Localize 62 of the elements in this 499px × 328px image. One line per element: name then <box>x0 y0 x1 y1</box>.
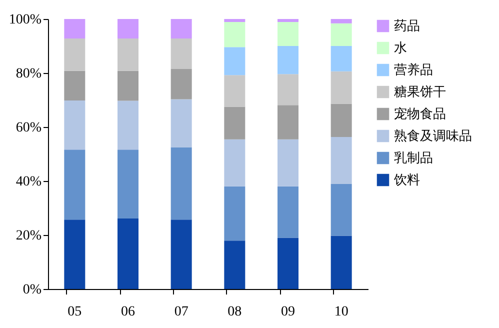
bar <box>330 136 352 184</box>
bar <box>118 70 138 101</box>
bar <box>278 46 298 74</box>
bar <box>170 220 192 289</box>
bar <box>64 70 86 101</box>
y-tick-label: 100% <box>8 12 42 28</box>
bar <box>170 99 192 148</box>
bar <box>64 150 86 220</box>
bar <box>64 19 86 38</box>
bar <box>118 100 138 150</box>
bar <box>278 105 298 140</box>
y-tick-label: 80% <box>16 66 42 82</box>
y-tick-label: 0% <box>22 282 42 298</box>
legend-label: 宠物食品 <box>394 106 446 121</box>
bar <box>330 23 352 46</box>
bar <box>278 19 298 22</box>
legend-label: 营养品 <box>394 62 433 77</box>
y-tick-label: 60% <box>16 120 42 136</box>
bar <box>278 186 298 238</box>
bar <box>64 38 86 71</box>
bar <box>278 139 298 186</box>
bar <box>278 74 298 106</box>
bar <box>330 236 352 289</box>
bar <box>118 150 138 219</box>
bar <box>224 240 246 289</box>
bar <box>224 186 246 241</box>
bar <box>118 218 138 289</box>
bar <box>118 19 138 38</box>
y-tick-label: 20% <box>16 228 42 244</box>
bar <box>170 68 192 100</box>
x-tick-label: 10 <box>334 304 348 320</box>
bar <box>224 139 246 186</box>
legend-label: 水 <box>394 40 407 55</box>
bar <box>118 38 138 71</box>
bar <box>278 238 298 289</box>
bar <box>330 104 352 137</box>
y-tick-label: 40% <box>16 174 42 190</box>
legend-label: 药品 <box>394 18 420 33</box>
x-tick-label: 05 <box>68 304 82 320</box>
bar <box>224 106 246 140</box>
legend-label: 乳制品 <box>394 150 433 165</box>
bar <box>224 22 246 48</box>
x-tick-label: 08 <box>228 304 242 320</box>
bar <box>278 22 298 46</box>
x-tick-label: 06 <box>121 304 135 320</box>
bar <box>170 147 192 220</box>
x-tick-label: 09 <box>281 304 295 320</box>
bar <box>330 19 352 24</box>
bar <box>330 71 352 104</box>
bar <box>224 19 246 22</box>
legend-label: 糖果饼干 <box>394 84 446 99</box>
bar <box>330 46 352 72</box>
x-tick-label: 07 <box>174 304 188 320</box>
bar <box>170 38 192 69</box>
bar <box>330 184 352 236</box>
bar <box>64 220 86 289</box>
bar <box>224 75 246 107</box>
legend-label: 饮料 <box>393 172 420 187</box>
legend-label: 熟食及调味品 <box>394 128 472 143</box>
bar <box>64 100 86 150</box>
bar <box>170 19 192 38</box>
bar <box>224 47 246 76</box>
